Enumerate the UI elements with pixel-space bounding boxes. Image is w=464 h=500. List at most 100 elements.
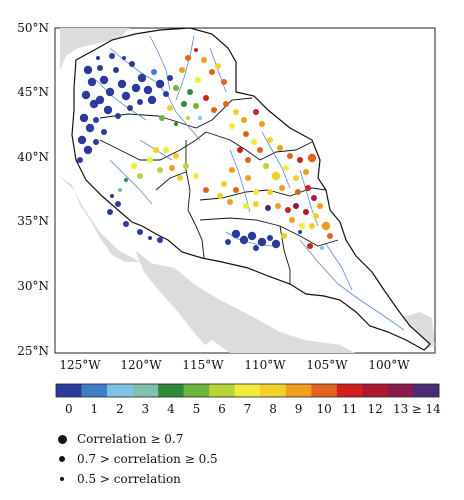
station-point	[79, 113, 89, 123]
station-point	[251, 139, 257, 145]
station-point	[157, 167, 163, 173]
station-point	[221, 181, 227, 187]
station-point	[217, 193, 223, 199]
station-point	[137, 99, 143, 105]
station-point	[233, 109, 239, 115]
colorbar-label: 10	[316, 402, 331, 416]
station-point	[77, 157, 83, 163]
station-point	[115, 201, 121, 207]
station-point	[93, 117, 99, 123]
lat-label: 35°N	[17, 214, 49, 228]
station-point	[95, 95, 105, 105]
lat-label: 25°N	[17, 344, 49, 358]
station-point	[131, 83, 141, 93]
colorbar-label: 1	[90, 402, 98, 416]
station-point	[253, 201, 259, 207]
station-point	[107, 209, 113, 215]
small-dot-icon	[60, 477, 64, 481]
colorbar-label: 11	[342, 402, 357, 416]
station-point	[225, 239, 231, 245]
station-point	[299, 223, 305, 229]
station-point	[327, 233, 333, 239]
station-point	[148, 236, 152, 240]
station-point	[307, 243, 313, 249]
station-point	[253, 109, 259, 115]
land-background	[58, 28, 435, 353]
legend-label: Correlation ≥ 0.7	[77, 432, 184, 446]
station-point	[263, 163, 269, 169]
station-point	[305, 185, 311, 191]
legend-item-low: 0.5 > correlation	[58, 469, 218, 489]
station-points	[77, 48, 333, 251]
lat-label: 40°N	[17, 150, 49, 164]
station-point	[109, 53, 115, 59]
station-point	[137, 229, 143, 235]
colorbar-label: 6	[218, 402, 226, 416]
legend-label: 0.5 > correlation	[77, 472, 181, 486]
station-point	[151, 69, 157, 75]
station-point	[117, 79, 127, 89]
station-point	[311, 195, 317, 201]
lon-label: 100°W	[368, 358, 410, 372]
station-point	[279, 185, 285, 191]
colorbar-label: 8	[269, 402, 277, 416]
station-point	[211, 107, 217, 113]
station-point	[167, 75, 173, 81]
station-point	[267, 235, 273, 241]
station-point	[215, 63, 221, 69]
legend-item-medium: 0.7 > correlation ≥ 0.5	[58, 449, 218, 469]
station-point	[257, 237, 267, 247]
colorbar-frame	[55, 383, 440, 398]
station-point	[298, 230, 302, 234]
latitude-axis: 50°N 45°N 40°N 35°N 30°N 25°N	[17, 21, 49, 358]
station-point	[283, 165, 289, 171]
station-point	[293, 175, 299, 181]
colorbar-swatch	[158, 384, 184, 397]
colorbar-swatch	[362, 384, 389, 397]
colorbar-swatch	[209, 384, 236, 397]
station-point	[194, 48, 198, 52]
large-dot-icon	[58, 434, 67, 444]
station-point	[124, 178, 128, 182]
station-point	[83, 145, 93, 155]
station-point	[245, 157, 251, 163]
lon-label: 120°W	[120, 358, 162, 372]
colorbar-swatch	[336, 384, 363, 397]
station-point	[243, 203, 249, 209]
station-point	[265, 205, 271, 211]
legend-label: 0.7 > correlation ≥ 0.5	[77, 452, 218, 466]
station-point	[113, 67, 119, 73]
station-point	[167, 105, 173, 111]
station-point	[121, 91, 131, 101]
station-point	[253, 245, 259, 251]
station-point	[85, 123, 95, 133]
station-point	[157, 237, 163, 243]
colorbar-label: 3	[142, 402, 150, 416]
station-point	[229, 123, 235, 129]
legend-item-high: Correlation ≥ 0.7	[58, 429, 218, 449]
colorbar-swatch	[285, 384, 312, 397]
station-point	[233, 187, 239, 193]
colorbar-swatch	[107, 384, 133, 397]
station-point	[131, 163, 137, 169]
colorbar-label: 13	[393, 402, 408, 416]
station-point	[81, 90, 91, 100]
colorbar-label: 4	[167, 402, 175, 416]
station-point	[285, 207, 291, 213]
station-point	[127, 105, 133, 111]
station-point	[163, 91, 169, 97]
longitude-axis: 125°W 120°W 115°W 110°W 105°W 100°W	[59, 358, 410, 372]
station-point	[231, 229, 241, 239]
station-point	[243, 131, 249, 137]
station-point	[105, 87, 115, 97]
station-point	[271, 239, 281, 249]
station-point	[185, 55, 191, 61]
colorbar-swatch	[132, 384, 159, 397]
colorbar-swatch	[311, 384, 338, 397]
station-point	[77, 135, 87, 145]
station-point	[267, 137, 273, 143]
station-point	[103, 105, 113, 115]
station-point	[93, 139, 99, 145]
station-point	[241, 117, 247, 123]
station-point	[193, 103, 199, 109]
